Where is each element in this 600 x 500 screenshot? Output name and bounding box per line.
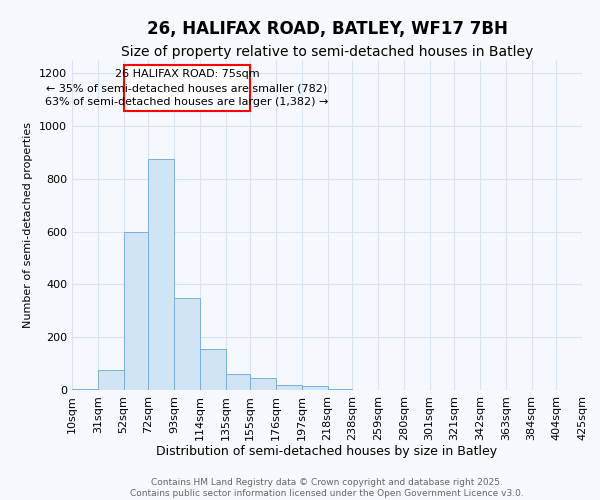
Bar (328, 388, 352, 390)
Y-axis label: Number of semi-detached properties: Number of semi-detached properties (23, 122, 34, 328)
X-axis label: Distribution of semi-detached houses by size in Batley: Distribution of semi-detached houses by … (157, 446, 497, 458)
FancyBboxPatch shape (124, 66, 250, 112)
Bar (98, 370, 124, 390)
Bar (250, 378, 276, 390)
Text: 26 HALIFAX ROAD: 75sqm
← 35% of semi-detached houses are smaller (782)
63% of se: 26 HALIFAX ROAD: 75sqm ← 35% of semi-det… (45, 70, 329, 108)
Bar (148, 159, 174, 390)
Bar (174, 298, 200, 390)
Text: Size of property relative to semi-detached houses in Batley: Size of property relative to semi-detach… (121, 45, 533, 59)
Bar (302, 386, 328, 390)
Bar (72, 388, 98, 390)
Bar (226, 374, 250, 390)
Text: 26, HALIFAX ROAD, BATLEY, WF17 7BH: 26, HALIFAX ROAD, BATLEY, WF17 7BH (146, 20, 508, 38)
Bar (200, 349, 226, 390)
Bar (124, 232, 148, 390)
Text: Contains HM Land Registry data © Crown copyright and database right 2025.
Contai: Contains HM Land Registry data © Crown c… (130, 478, 524, 498)
Bar (276, 384, 302, 390)
